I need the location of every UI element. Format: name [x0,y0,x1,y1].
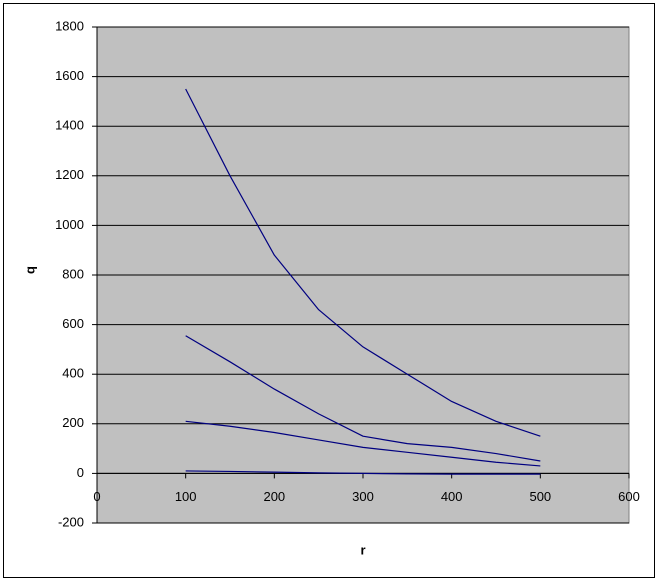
y-tick-label: 600 [62,316,84,331]
y-tick-label: 0 [77,465,84,480]
y-tick-label: 400 [62,366,84,381]
x-tick-label: 0 [93,489,100,504]
y-tick-label: 1400 [55,118,84,133]
x-tick-label: 200 [263,489,285,504]
x-axis-title: r [360,542,365,557]
y-axis-title: q [22,266,37,274]
y-tick-label: 1000 [55,217,84,232]
series-line [185,88,541,437]
series-line [185,420,541,467]
y-tick-label: 200 [62,415,84,430]
x-tick-label: 600 [618,489,640,504]
y-tick-label: 1200 [55,167,84,182]
x-tick-label: 500 [529,489,551,504]
x-tick-label: 400 [441,489,463,504]
series-line [185,335,541,462]
y-tick-label: 800 [62,266,84,281]
x-tick-label: 100 [175,489,197,504]
y-tick-label: -200 [58,514,84,529]
x-tick-label: 300 [352,489,374,504]
y-tick-label: 1800 [55,18,84,33]
y-tick-label: 1600 [55,68,84,83]
series-line [185,470,541,475]
